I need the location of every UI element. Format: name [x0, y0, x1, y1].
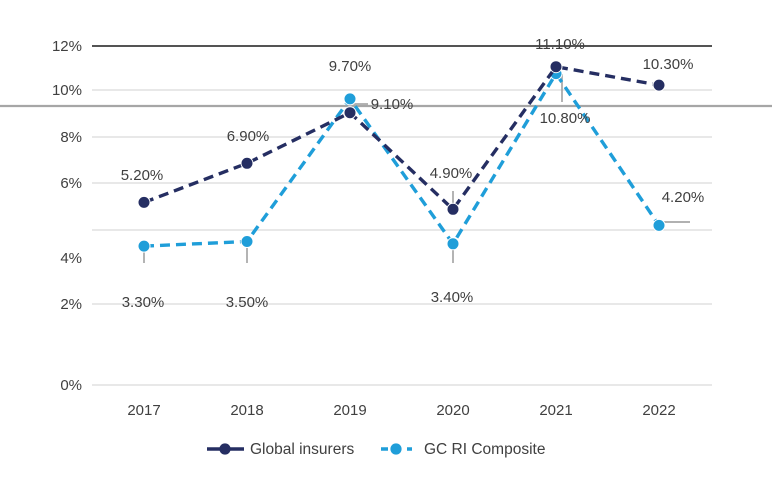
data-point-marker-icon	[549, 60, 563, 74]
series-line-gc-ri-composite	[143, 70, 661, 248]
y-axis-tick-label: 4%	[60, 250, 82, 267]
data-label: 3.40%	[431, 289, 474, 306]
data-label: 6.90%	[227, 128, 270, 145]
y-axis-tick-label: 2%	[60, 296, 82, 313]
legend-global-insurers-marker-icon	[219, 443, 231, 455]
legend: Global insurers GC RI Composite	[207, 441, 545, 458]
data-point-marker-icon	[240, 156, 254, 170]
data-point-marker-icon	[652, 218, 666, 232]
data-point-marker-icon	[446, 202, 460, 216]
data-label: 10.30%	[643, 56, 694, 73]
x-axis-labels: 2017 2018 2019 2020 2021 2022	[127, 402, 675, 419]
data-label: 4.90%	[430, 165, 473, 182]
x-axis-tick-label: 2018	[230, 402, 263, 419]
series-lines	[137, 60, 666, 253]
data-point-marker-icon	[343, 106, 357, 120]
x-axis-tick-label: 2021	[539, 402, 572, 419]
data-point-marker-icon	[137, 239, 151, 253]
x-axis-tick-label: 2019	[333, 402, 366, 419]
data-label: 11.10%	[535, 36, 585, 53]
data-point-marker-icon	[652, 78, 666, 92]
data-point-marker-icon	[446, 237, 460, 251]
legend-global-insurers-label: Global insurers	[250, 441, 354, 458]
error-ticks	[143, 74, 690, 263]
data-label: 3.50%	[226, 294, 269, 311]
data-labels: 5.20% 6.90% 9.10% 4.90% 11.10% 10.30% 3.30% 3.5…	[121, 36, 705, 311]
y-axis-tick-label: 12%	[52, 38, 82, 55]
data-point-marker-icon	[343, 92, 357, 106]
y-axis-tick-label: 10%	[52, 82, 82, 99]
legend-gc-ri-composite-marker-icon	[390, 443, 402, 455]
x-axis-tick-label: 2022	[642, 402, 675, 419]
data-point-marker-icon	[240, 235, 254, 248]
data-label: 9.10%	[371, 96, 414, 113]
data-label: 5.20%	[121, 167, 164, 184]
data-label: 9.70%	[329, 58, 372, 75]
data-label: 3.30%	[122, 294, 165, 311]
legend-gc-ri-composite-label: GC RI Composite	[424, 441, 545, 458]
y-axis-tick-label: 6%	[60, 175, 82, 192]
data-point-marker-icon	[137, 195, 151, 209]
data-label: 10.80%	[540, 110, 591, 127]
x-axis-tick-label: 2020	[436, 402, 469, 419]
y-axis-tick-label: 8%	[60, 129, 82, 146]
y-axis-labels: 12% 10% 8% 6% 4% 2% 0%	[52, 38, 82, 394]
data-label: 4.20%	[662, 189, 705, 206]
y-axis-tick-label: 0%	[60, 377, 82, 394]
series-line-global-insurers	[143, 64, 660, 212]
x-axis-tick-label: 2017	[127, 402, 160, 419]
